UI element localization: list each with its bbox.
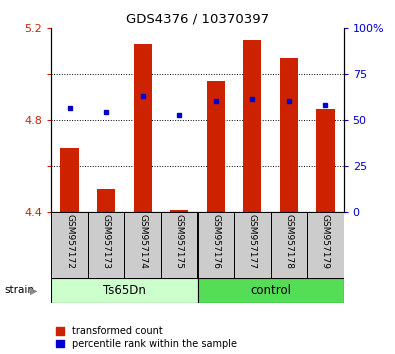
Text: GSM957179: GSM957179	[321, 215, 330, 269]
Text: GSM957178: GSM957178	[284, 215, 293, 269]
Text: Ts65Dn: Ts65Dn	[103, 284, 146, 297]
Text: strain: strain	[4, 285, 34, 295]
Text: GSM957174: GSM957174	[138, 215, 147, 269]
Bar	[88, 212, 124, 278]
Bar	[307, 212, 344, 278]
Bar	[198, 278, 344, 303]
Bar	[198, 212, 234, 278]
Text: GSM957175: GSM957175	[175, 215, 184, 269]
Bar	[60, 148, 79, 212]
Bar	[124, 212, 161, 278]
Text: GSM957173: GSM957173	[102, 215, 111, 269]
Legend: transformed count, percentile rank within the sample: transformed count, percentile rank withi…	[56, 326, 237, 349]
Text: GDS4376 / 10370397: GDS4376 / 10370397	[126, 12, 269, 25]
Bar	[234, 212, 271, 278]
Bar	[161, 212, 198, 278]
Bar	[271, 212, 307, 278]
Text: GSM957172: GSM957172	[65, 215, 74, 269]
Text: GSM957177: GSM957177	[248, 215, 257, 269]
Bar	[316, 109, 335, 212]
Text: ▶: ▶	[30, 285, 37, 295]
Text: GSM957176: GSM957176	[211, 215, 220, 269]
Bar	[280, 58, 298, 212]
Bar	[51, 212, 88, 278]
Text: control: control	[250, 284, 291, 297]
Bar	[51, 278, 198, 303]
Bar	[243, 40, 261, 212]
Bar	[207, 81, 225, 212]
Bar	[170, 210, 188, 212]
Bar	[97, 189, 115, 212]
Bar	[134, 45, 152, 212]
